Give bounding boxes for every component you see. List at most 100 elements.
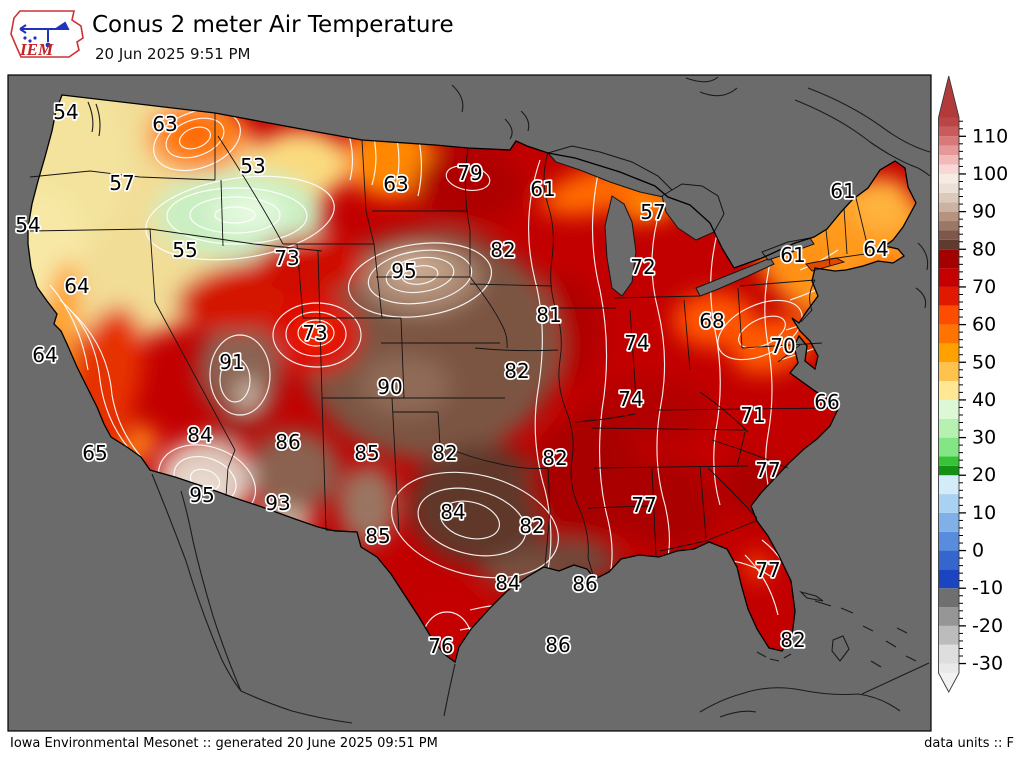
temp-label: 66 bbox=[814, 390, 839, 414]
temp-label: 64 bbox=[863, 237, 888, 261]
colorbar-tick-label: 30 bbox=[972, 427, 996, 449]
temp-label: 54 bbox=[53, 100, 78, 124]
temp-label: 77 bbox=[631, 493, 656, 517]
lake-huron bbox=[661, 183, 725, 241]
temp-label: 55 bbox=[172, 238, 197, 262]
temp-label: 68 bbox=[699, 309, 724, 333]
colorbar-segment bbox=[938, 399, 959, 419]
temp-label: 53 bbox=[240, 154, 265, 178]
colorbar-outline bbox=[938, 75, 960, 693]
temp-label: 85 bbox=[354, 441, 379, 465]
lake-erie bbox=[695, 257, 775, 297]
page-title: Conus 2 meter Air Temperature bbox=[92, 12, 454, 38]
iowa-outline-icon bbox=[10, 10, 84, 58]
colorbar-segment bbox=[938, 607, 959, 626]
colorbar-segment bbox=[938, 164, 959, 174]
colorbar-segment bbox=[938, 173, 959, 184]
colorbar-segment bbox=[938, 588, 959, 608]
lake-michigan bbox=[604, 195, 637, 297]
temp-label: 81 bbox=[536, 303, 561, 327]
temp-label: 86 bbox=[275, 430, 300, 454]
temp-label: 90 bbox=[377, 375, 402, 399]
colorbar-segment bbox=[938, 625, 959, 645]
temp-label: 76 bbox=[428, 634, 453, 658]
colorbar-segment bbox=[938, 126, 959, 137]
colorbar-segment bbox=[938, 202, 959, 212]
colorbar-segment bbox=[938, 343, 959, 363]
temp-label: 86 bbox=[572, 572, 597, 596]
temp-label: 95 bbox=[189, 483, 214, 507]
weathervane-icon bbox=[19, 21, 70, 48]
temp-label: 82 bbox=[780, 628, 805, 652]
colorbar-segment bbox=[938, 531, 959, 551]
temp-label: 77 bbox=[755, 558, 780, 582]
colorbar-under-arrow bbox=[938, 672, 959, 692]
colorbar-segment bbox=[938, 437, 959, 457]
temperature-labels: 54 63 57 53 63 79 61 57 54 55 73 95 82 72 61 61 64 64 73 81… bbox=[14, 98, 891, 659]
temp-label: 61 bbox=[780, 243, 805, 267]
great-lakes bbox=[547, 145, 815, 297]
colorbar-tick-label: 90 bbox=[972, 201, 996, 223]
lake-ontario bbox=[761, 237, 815, 261]
colorbar-tick-label: 0 bbox=[972, 540, 984, 562]
temp-label: 79 bbox=[457, 161, 482, 185]
colorbar-segment bbox=[938, 475, 959, 495]
colorbar-segment bbox=[938, 136, 959, 146]
colorbar-tick-label: 100 bbox=[972, 163, 1008, 185]
temp-label: 93 bbox=[265, 491, 290, 515]
colorbar-segment bbox=[938, 569, 959, 589]
colorbar-segment bbox=[938, 362, 959, 382]
temp-label: 82 bbox=[542, 446, 567, 470]
temp-label: 72 bbox=[630, 255, 655, 279]
colorbar-segment bbox=[938, 324, 959, 344]
temp-label: 85 bbox=[365, 524, 390, 548]
colorbar-segment bbox=[938, 183, 959, 193]
colorbar-segment bbox=[938, 155, 959, 165]
colorbar-tick-label: 60 bbox=[972, 314, 996, 336]
temp-label: 64 bbox=[32, 343, 57, 367]
temp-label: 82 bbox=[432, 441, 457, 465]
temp-label: 91 bbox=[219, 350, 244, 374]
colorbar-tick-label: 20 bbox=[972, 464, 996, 486]
colorbar-tick-label: -10 bbox=[972, 577, 1003, 599]
colorbar-segment bbox=[938, 381, 959, 400]
temp-label: 65 bbox=[82, 441, 107, 465]
colorbar-segment bbox=[938, 465, 959, 476]
colorbar-segment bbox=[938, 230, 959, 240]
colorbar-segment bbox=[938, 494, 959, 513]
colorbar-segment bbox=[938, 305, 959, 325]
colorbar-segment bbox=[938, 663, 959, 673]
colorbar-tick-label: -20 bbox=[972, 615, 1003, 637]
colorbar-segment bbox=[938, 239, 959, 250]
temp-label: 84 bbox=[495, 571, 520, 595]
colorbar-tick-label: 70 bbox=[972, 276, 996, 298]
temp-label: 82 bbox=[490, 238, 515, 262]
colorbar-segment bbox=[938, 117, 959, 127]
footer-credit: Iowa Environmental Mesonet :: generated … bbox=[10, 736, 438, 751]
temp-label: 61 bbox=[530, 177, 555, 201]
colorbar-tick-label: 80 bbox=[972, 238, 996, 260]
colorbar-tick-label: 10 bbox=[972, 502, 996, 524]
temp-label: 63 bbox=[383, 172, 408, 196]
colorbar-segment bbox=[938, 286, 959, 306]
colorbar-segment bbox=[938, 145, 959, 156]
temp-label: 95 bbox=[391, 259, 416, 283]
colorbar-segment bbox=[938, 211, 959, 222]
colorbar-tick-label: 50 bbox=[972, 351, 996, 373]
temp-label: 73 bbox=[274, 246, 299, 270]
footer-units: data units :: F bbox=[924, 736, 1014, 751]
temp-label: 63 bbox=[152, 112, 177, 136]
temp-label: 71 bbox=[740, 403, 765, 427]
temp-label: 70 bbox=[770, 334, 795, 358]
colorbar-segment bbox=[938, 249, 959, 269]
temp-label: 82 bbox=[519, 514, 544, 538]
colorbar-segment bbox=[938, 644, 959, 664]
logo-text: IEM bbox=[19, 40, 54, 59]
colorbar-tick-label: -30 bbox=[972, 653, 1003, 675]
state-borders bbox=[29, 113, 887, 579]
colorbar-tick-label: 110 bbox=[972, 125, 1008, 147]
header: IEM Conus 2 meter Air Temperature 20 Jun… bbox=[0, 0, 1024, 72]
colorbar-segment bbox=[938, 456, 959, 466]
